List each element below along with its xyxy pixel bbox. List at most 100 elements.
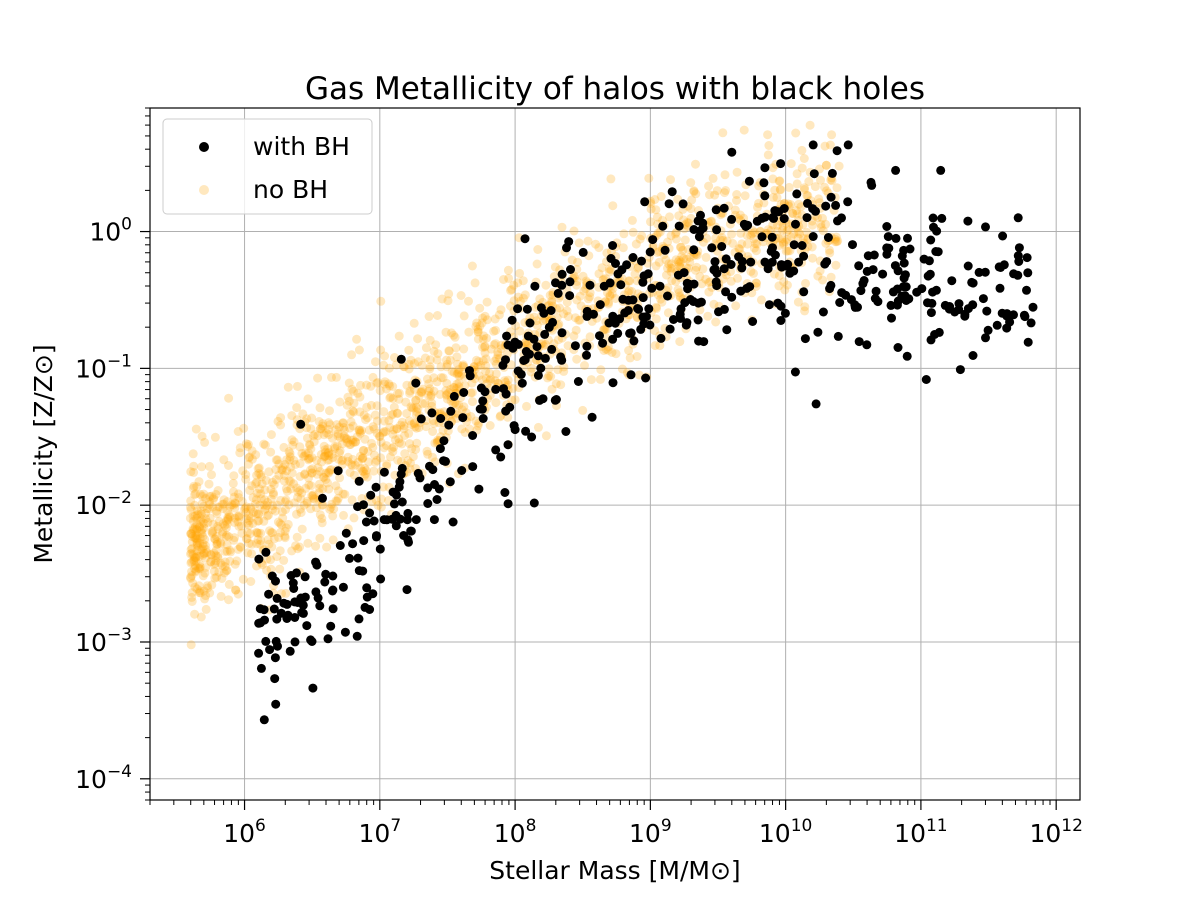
point-no-bh (271, 475, 281, 485)
point-with-bh (967, 277, 977, 287)
point-no-bh (241, 502, 251, 512)
point-no-bh (394, 438, 404, 448)
point-no-bh (603, 297, 613, 307)
point-no-bh (213, 521, 223, 531)
point-no-bh (317, 457, 326, 467)
point-no-bh (737, 239, 747, 249)
point-no-bh (508, 384, 518, 393)
point-no-bh (185, 513, 195, 523)
x-axis-label: Stellar Mass [M/M⊙] (489, 856, 740, 885)
point-no-bh (491, 325, 501, 335)
point-with-bh (273, 641, 282, 651)
point-no-bh (216, 591, 226, 601)
point-no-bh (547, 384, 557, 394)
point-no-bh (474, 357, 483, 367)
point-no-bh (348, 454, 358, 464)
point-no-bh (198, 518, 208, 527)
point-no-bh (315, 466, 325, 476)
point-no-bh (739, 125, 749, 135)
point-no-bh (289, 479, 299, 489)
point-no-bh (494, 310, 504, 320)
point-no-bh (360, 434, 370, 444)
point-with-bh (625, 328, 635, 338)
point-no-bh (425, 364, 435, 374)
point-no-bh (346, 417, 356, 427)
point-no-bh (778, 238, 788, 247)
point-no-bh (266, 528, 276, 537)
point-with-bh (348, 539, 358, 549)
point-no-bh (480, 341, 490, 351)
point-no-bh (186, 529, 196, 539)
point-with-bh (300, 572, 310, 582)
point-no-bh (322, 542, 332, 552)
point-no-bh (315, 483, 325, 493)
point-no-bh (385, 422, 395, 432)
chart-title: Gas Metallicity of halos with black hole… (305, 71, 925, 107)
point-no-bh (195, 522, 205, 532)
point-no-bh (824, 245, 834, 255)
point-no-bh (418, 384, 428, 394)
point-no-bh (335, 433, 345, 442)
point-no-bh (221, 523, 231, 533)
point-no-bh (532, 320, 542, 330)
point-no-bh (287, 411, 297, 421)
point-no-bh (506, 301, 515, 311)
point-no-bh (393, 409, 402, 418)
point-with-bh (320, 577, 330, 587)
point-no-bh (749, 268, 758, 278)
point-no-bh (213, 524, 223, 534)
point-no-bh (192, 524, 202, 534)
point-no-bh (798, 220, 808, 230)
point-no-bh (555, 303, 564, 313)
point-no-bh (478, 342, 488, 352)
point-no-bh (252, 470, 262, 480)
point-no-bh (199, 523, 209, 533)
point-with-bh (513, 366, 523, 376)
point-no-bh (373, 377, 383, 387)
point-with-bh (770, 250, 780, 260)
point-with-bh (478, 396, 488, 406)
point-with-bh (261, 636, 271, 646)
point-no-bh (323, 448, 333, 458)
point-with-bh (727, 292, 737, 302)
point-no-bh (188, 511, 198, 521)
point-no-bh (245, 485, 255, 495)
point-no-bh (473, 362, 483, 372)
point-no-bh (289, 437, 299, 447)
point-no-bh (213, 486, 223, 495)
point-no-bh (704, 278, 714, 287)
point-no-bh (384, 416, 394, 426)
point-with-bh (858, 279, 868, 289)
point-with-bh (968, 351, 978, 360)
point-with-bh (674, 221, 684, 231)
point-with-bh (698, 218, 708, 228)
point-no-bh (200, 594, 210, 604)
point-no-bh (515, 268, 525, 278)
point-no-bh (350, 460, 360, 470)
point-no-bh (191, 533, 201, 543)
point-no-bh (330, 444, 340, 453)
point-no-bh (409, 418, 419, 428)
point-no-bh (459, 402, 469, 412)
point-no-bh (210, 559, 220, 568)
point-no-bh (437, 294, 447, 304)
point-no-bh (355, 427, 365, 437)
point-with-bh (822, 257, 832, 267)
point-no-bh (774, 281, 784, 291)
point-no-bh (686, 178, 696, 188)
point-no-bh (240, 503, 250, 513)
point-no-bh (229, 492, 239, 502)
point-no-bh (211, 489, 221, 499)
point-with-bh (665, 324, 675, 334)
point-no-bh (778, 239, 788, 249)
point-no-bh (409, 359, 419, 368)
point-no-bh (783, 225, 793, 235)
point-no-bh (252, 477, 262, 487)
point-no-bh (404, 416, 414, 426)
point-no-bh (243, 440, 253, 449)
point-no-bh (199, 519, 209, 529)
point-no-bh (665, 212, 674, 222)
point-no-bh (278, 513, 288, 523)
point-with-bh (719, 304, 729, 314)
point-no-bh (412, 423, 421, 433)
